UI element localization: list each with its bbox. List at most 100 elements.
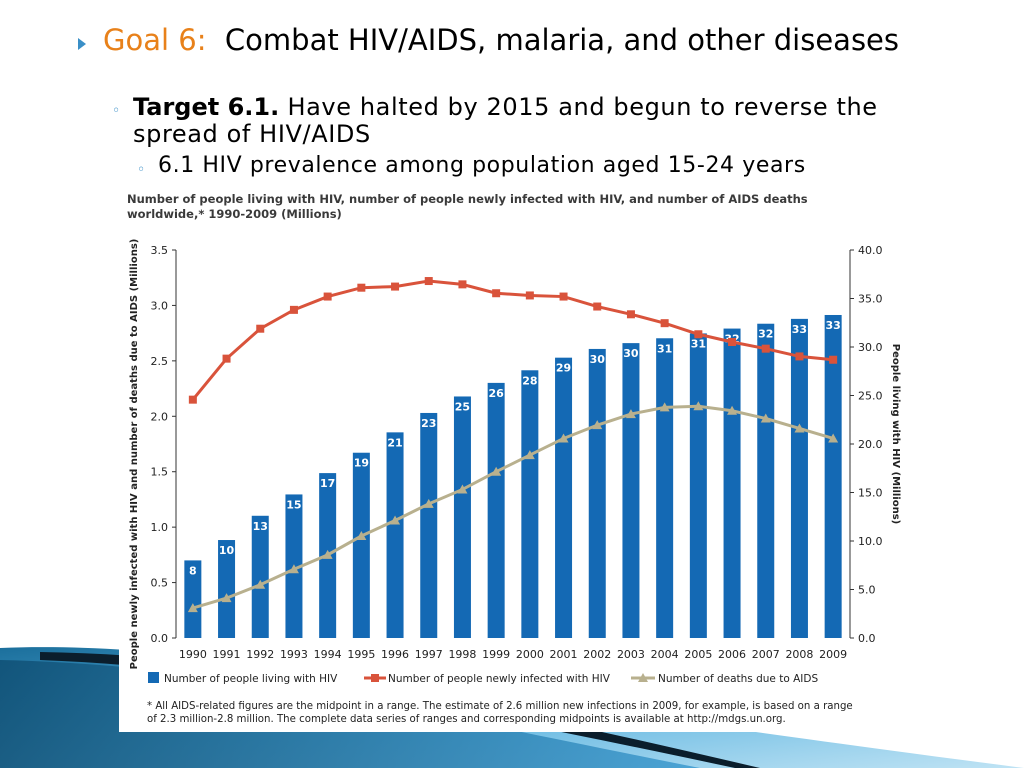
bullet-circle-icon: ◦ <box>137 162 146 178</box>
bar-label-1991: 10 <box>219 544 235 557</box>
point-aids-deaths-1990 <box>187 603 198 613</box>
bar-label-1997: 23 <box>421 417 436 430</box>
bar-label-2005: 31 <box>691 337 706 350</box>
x-tick-label: 1993 <box>280 648 308 661</box>
bar-label-2003: 30 <box>623 347 639 360</box>
bar-1997 <box>420 412 438 638</box>
legend-label-infected: Number of people newly infected with HIV <box>388 673 611 685</box>
bullet-arrow-icon <box>78 38 86 50</box>
bar-2003 <box>622 343 640 638</box>
bar-label-1998: 25 <box>455 400 470 413</box>
x-tick-label: 2009 <box>819 648 847 661</box>
point-newly-infected-1994 <box>323 292 332 301</box>
point-aids-deaths-1993 <box>288 564 299 574</box>
x-tick-label: 1992 <box>246 648 274 661</box>
legend-label-deaths: Number of deaths due to AIDS <box>658 673 818 685</box>
bullet-circle-icon: ◦ <box>112 103 121 119</box>
chart-title: Number of people living with HIV, number… <box>127 192 808 221</box>
bar-2008 <box>790 318 808 638</box>
bar-label-2007: 32 <box>758 328 773 341</box>
goal-heading: Goal 6: Combat HIV/AIDS, malaria, and ot… <box>103 24 903 57</box>
left-tick-label: 3.5 <box>151 244 169 257</box>
bar-label-2009: 33 <box>825 319 840 332</box>
x-tick-label: 1996 <box>381 648 409 661</box>
point-newly-infected-2000 <box>525 291 534 300</box>
bar-label-2002: 30 <box>590 353 606 366</box>
bar-label-1996: 21 <box>387 436 402 449</box>
point-aids-deaths-2004 <box>659 402 670 412</box>
x-tick-label: 1995 <box>347 648 375 661</box>
indicator-text: 6.1 HIV prevalence among population aged… <box>158 153 806 178</box>
target-text: Target 6.1. Have halted by 2015 and begu… <box>133 94 963 148</box>
x-tick-label: 1991 <box>213 648 241 661</box>
point-aids-deaths-1994 <box>322 549 333 559</box>
left-tick-label: 1.5 <box>151 466 169 479</box>
bar-label-1995: 19 <box>354 457 369 470</box>
point-aids-deaths-2006 <box>727 405 738 415</box>
point-aids-deaths-2008 <box>794 423 805 433</box>
left-tick-label: 0.0 <box>151 632 169 645</box>
point-aids-deaths-2000 <box>524 450 535 460</box>
x-tick-label: 2003 <box>617 648 645 661</box>
point-aids-deaths-1998 <box>457 484 468 494</box>
point-newly-infected-1995 <box>357 283 366 292</box>
left-tick-label: 2.5 <box>151 355 169 368</box>
legend-swatch-living <box>148 672 159 683</box>
point-newly-infected-2008 <box>795 352 804 361</box>
swoosh-dark <box>40 652 760 768</box>
point-newly-infected-1996 <box>391 282 400 291</box>
point-aids-deaths-1992 <box>255 579 266 589</box>
right-tick-label: 25.0 <box>858 390 883 403</box>
bar-label-1999: 26 <box>488 387 504 400</box>
bar-1998 <box>453 396 471 638</box>
point-newly-infected-1998 <box>458 280 467 289</box>
chart-note: * All AIDS-related figures are the midpo… <box>147 701 853 725</box>
bar-2006 <box>723 328 741 638</box>
bar-label-1993: 15 <box>286 498 301 511</box>
right-tick-label: 35.0 <box>858 293 883 306</box>
bar-1996 <box>386 432 404 638</box>
point-aids-deaths-1995 <box>356 531 367 541</box>
point-newly-infected-2003 <box>626 310 635 319</box>
left-tick-label: 0.5 <box>151 577 169 590</box>
left-tick-label: 1.0 <box>151 521 169 534</box>
bar-2000 <box>521 370 539 638</box>
x-tick-label: 2008 <box>785 648 813 661</box>
point-aids-deaths-1991 <box>221 593 232 603</box>
bar-label-1994: 17 <box>320 477 335 490</box>
bar-1995 <box>352 452 370 638</box>
right-tick-label: 20.0 <box>858 438 883 451</box>
bar-2001 <box>555 357 573 638</box>
point-aids-deaths-1997 <box>423 498 434 508</box>
x-tick-label: 1994 <box>314 648 342 661</box>
target-prefix: Target 6.1. <box>133 93 280 121</box>
bar-label-2000: 28 <box>522 374 537 387</box>
x-tick-label: 1998 <box>448 648 476 661</box>
goal-text: Combat HIV/AIDS, malaria, and other dise… <box>224 23 900 57</box>
point-newly-infected-1997 <box>424 277 433 286</box>
point-newly-infected-1990 <box>188 395 197 404</box>
left-tick-label: 2.0 <box>151 410 169 423</box>
x-tick-label: 2004 <box>651 648 679 661</box>
point-newly-infected-1991 <box>222 354 231 363</box>
point-newly-infected-2009 <box>829 355 838 364</box>
legend-label-living: Number of people living with HIV <box>164 673 338 685</box>
point-aids-deaths-2009 <box>828 433 839 443</box>
x-tick-label: 1997 <box>415 648 443 661</box>
bar-label-2001: 29 <box>556 362 571 375</box>
x-tick-label: 1990 <box>179 648 207 661</box>
point-newly-infected-2005 <box>694 330 703 339</box>
left-axis-title: People newly infected with HIV and numbe… <box>129 239 140 670</box>
x-tick-label: 1999 <box>482 648 510 661</box>
line-newly-infected <box>191 279 834 401</box>
point-aids-deaths-1999 <box>491 466 502 476</box>
bar-label-1992: 13 <box>253 520 268 533</box>
x-tick-label: 2006 <box>718 648 746 661</box>
point-newly-infected-1993 <box>289 305 298 314</box>
bar-label-1990: 8 <box>189 564 197 577</box>
bar-1992 <box>251 515 269 638</box>
bar-2004 <box>656 338 674 638</box>
x-tick-label: 2007 <box>752 648 780 661</box>
right-tick-label: 0.0 <box>858 632 876 645</box>
